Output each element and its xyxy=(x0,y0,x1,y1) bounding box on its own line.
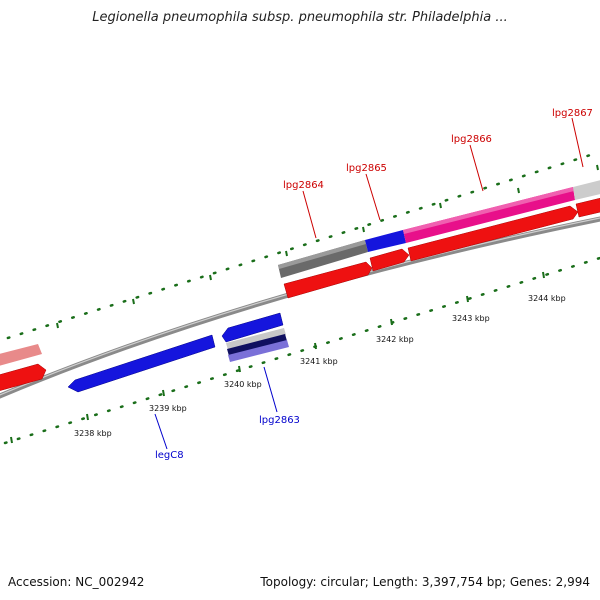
lower-major-ticks xyxy=(10,271,545,444)
gene-block-lpg2863-gray[interactable] xyxy=(226,328,286,350)
topology-text: Topology: circular; Length: 3,397,754 bp… xyxy=(260,575,590,589)
gene-arrow-lpg2867[interactable] xyxy=(575,197,600,218)
kbp-label-3239: 3239 kbp xyxy=(149,404,187,413)
kbp-label-3241: 3241 kbp xyxy=(300,357,338,366)
gene-block-lpg2865-blue[interactable] xyxy=(365,230,406,252)
gene-block-left[interactable] xyxy=(0,363,47,392)
accession-text: Accession: NC_002942 xyxy=(8,575,145,589)
gene-block-lpg2863-lavender[interactable] xyxy=(228,340,289,362)
kbp-label-3238: 3238 kbp xyxy=(74,429,112,438)
gene-arrow-lpg2866[interactable] xyxy=(407,205,579,262)
forward-genes xyxy=(0,179,600,392)
gene-arrow-lpg2865[interactable] xyxy=(369,248,410,272)
gene-block-faded[interactable] xyxy=(0,344,42,367)
kbp-label-3240: 3240 kbp xyxy=(224,380,262,389)
gene-arrow-lpg2864[interactable] xyxy=(283,261,373,299)
gene-label-lpg2865[interactable]: lpg2865 xyxy=(346,163,387,174)
kbp-label-3243: 3243 kbp xyxy=(452,314,490,323)
kbp-label-3244: 3244 kbp xyxy=(528,294,566,303)
gene-label-legC8[interactable]: legC8 xyxy=(155,450,184,461)
gene-arrow-small-blue[interactable] xyxy=(221,312,284,343)
gene-arrow-legC8[interactable] xyxy=(67,334,216,393)
map-title: Legionella pneumophila subsp. pneumophil… xyxy=(92,10,508,25)
gene-label-lpg2864[interactable]: lpg2864 xyxy=(283,180,324,191)
gene-label-lpg2867[interactable]: lpg2867 xyxy=(552,108,593,119)
lower-tick-track xyxy=(3,256,600,445)
gene-block-lpg2867-lightgray[interactable] xyxy=(573,179,600,200)
reverse-genes xyxy=(67,312,289,393)
gene-block-lpg2863-dark[interactable] xyxy=(227,334,287,356)
label-connectors xyxy=(154,117,584,450)
gene-label-lpg2863[interactable]: lpg2863 xyxy=(259,415,300,426)
gene-label-lpg2866[interactable]: lpg2866 xyxy=(451,134,492,145)
upper-tick-track xyxy=(0,150,600,342)
chromosome-backbone xyxy=(0,216,600,399)
kbp-label-3242: 3242 kbp xyxy=(376,335,414,344)
upper-major-ticks xyxy=(56,164,599,329)
